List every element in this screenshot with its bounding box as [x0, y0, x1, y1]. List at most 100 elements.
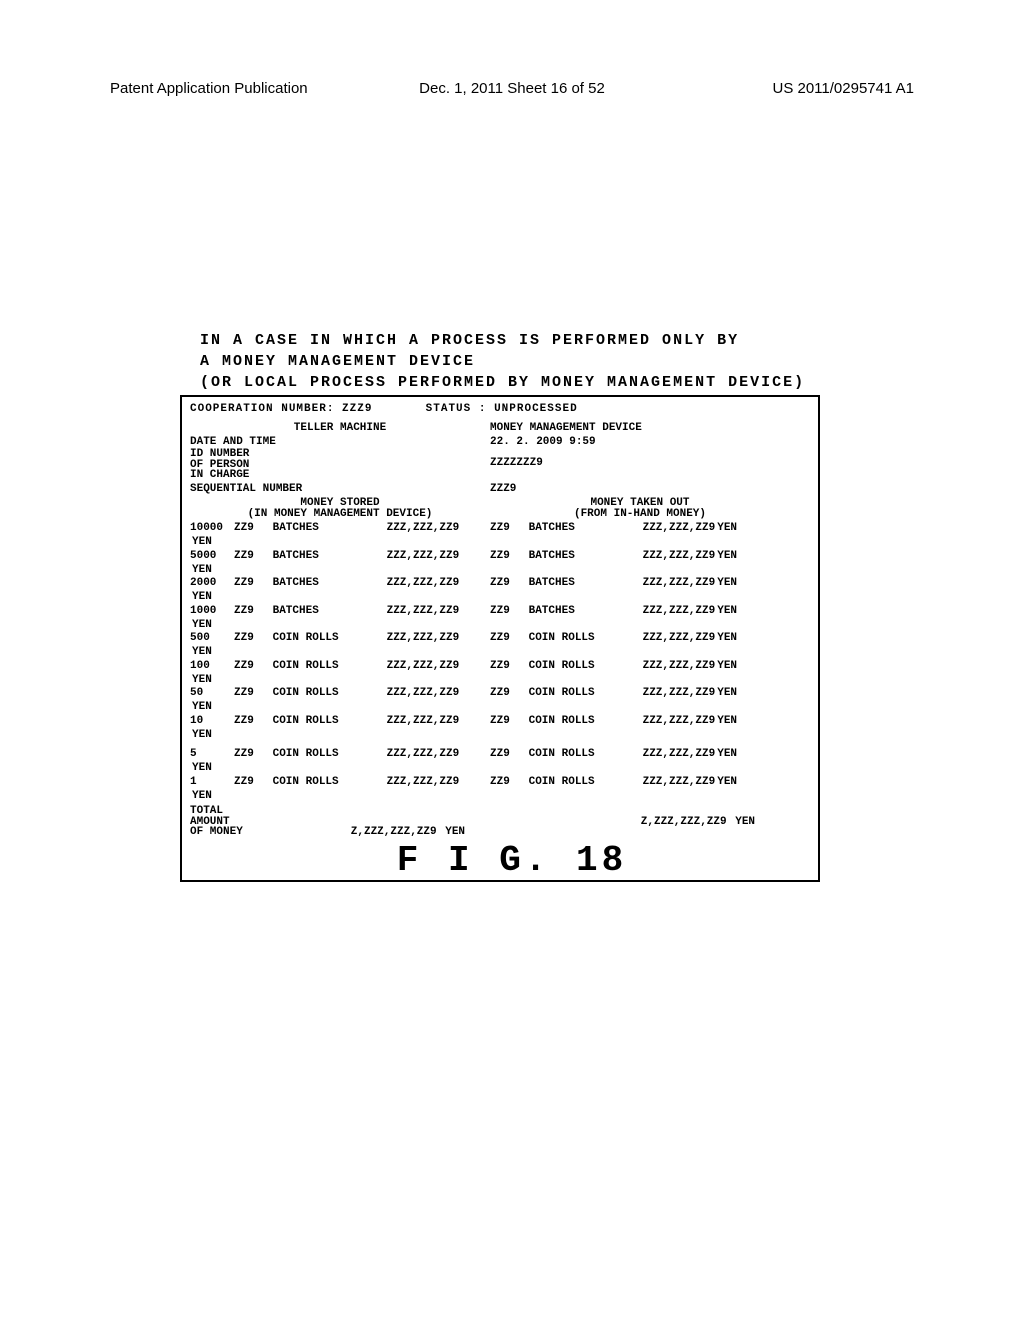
id-value: ZZZZZZZ9 [490, 449, 790, 480]
col-head-left: TELLER MACHINE [190, 422, 490, 436]
unit: COIN ROLLS [529, 632, 599, 646]
unit: BATCHES [273, 550, 343, 564]
qty: ZZ9 [234, 605, 266, 619]
amt: ZZZ,ZZZ,ZZ9 [349, 776, 459, 790]
qty: ZZ9 [490, 776, 522, 790]
amt: ZZZ,ZZZ,ZZ9 [605, 660, 715, 674]
yen: YEN [190, 674, 222, 688]
amt: ZZZ,ZZZ,ZZ9 [349, 550, 459, 564]
qty: ZZ9 [234, 522, 266, 536]
amt: ZZZ,ZZZ,ZZ9 [605, 748, 715, 762]
precaption-line2: A MONEY MANAGEMENT DEVICE [200, 351, 805, 372]
qty: ZZ9 [490, 687, 522, 701]
qty: ZZ9 [234, 632, 266, 646]
precaption-line1: IN A CASE IN WHICH A PROCESS IS PERFORME… [200, 330, 805, 351]
qty: ZZ9 [490, 577, 522, 591]
amt: ZZZ,ZZZ,ZZ9 [605, 715, 715, 729]
amt: ZZZ,ZZZ,ZZ9 [349, 605, 459, 619]
qty: ZZ9 [490, 660, 522, 674]
yen: YEN [190, 790, 222, 804]
denom: 500 [190, 632, 234, 646]
qty: ZZ9 [234, 660, 266, 674]
amt: ZZZ,ZZZ,ZZ9 [605, 687, 715, 701]
amt: ZZZ,ZZZ,ZZ9 [605, 632, 715, 646]
yen: YEN [190, 536, 222, 550]
qty: ZZ9 [490, 748, 522, 762]
denom-row: 5000ZZ9 BATCHES ZZZ,ZZZ,ZZ9YEN ZZ9 BATCH… [190, 550, 810, 578]
qty: ZZ9 [490, 605, 522, 619]
yen: YEN [190, 729, 222, 743]
total-yen-right: YEN [733, 816, 765, 830]
unit: COIN ROLLS [529, 748, 599, 762]
yen: YEN [715, 776, 747, 790]
yen: YEN [715, 605, 747, 619]
denom-table-a: 10000ZZ9 BATCHES ZZZ,ZZZ,ZZ9YEN ZZ9 BATC… [190, 522, 810, 742]
denom-row: 10ZZ9 COIN ROLLS ZZZ,ZZZ,ZZ9YEN ZZ9 COIN… [190, 715, 810, 743]
unit: COIN ROLLS [273, 632, 343, 646]
precaption-line3: (OR LOCAL PROCESS PERFORMED BY MONEY MAN… [200, 372, 805, 393]
unit: COIN ROLLS [273, 715, 343, 729]
seq-value: ZZZ9 [490, 483, 790, 497]
unit: BATCHES [273, 605, 343, 619]
col-head-right: MONEY MANAGEMENT DEVICE [490, 422, 790, 436]
unit: COIN ROLLS [529, 660, 599, 674]
amt: ZZZ,ZZZ,ZZ9 [349, 522, 459, 536]
denom: 2000 [190, 577, 234, 591]
denom-row: 500ZZ9 COIN ROLLS ZZZ,ZZZ,ZZ9YEN ZZ9 COI… [190, 632, 810, 660]
total-l3: OF MONEY [190, 826, 243, 838]
status-value: UNPROCESSED [494, 403, 578, 415]
amt: ZZZ,ZZZ,ZZ9 [349, 577, 459, 591]
unit: BATCHES [529, 550, 599, 564]
seq-label: SEQUENTIAL NUMBER [190, 483, 490, 497]
yen: YEN [715, 748, 747, 762]
yen: YEN [190, 619, 222, 633]
qty: ZZ9 [234, 776, 266, 790]
yen: YEN [715, 577, 747, 591]
denom: 50 [190, 687, 234, 701]
qty: ZZ9 [490, 715, 522, 729]
denom: 10 [190, 715, 234, 729]
denom: 1000 [190, 605, 234, 619]
denom-row: 100ZZ9 COIN ROLLS ZZZ,ZZZ,ZZ9YEN ZZ9 COI… [190, 660, 810, 688]
date-label: DATE AND TIME [190, 436, 490, 450]
total-yen-left: YEN [443, 826, 475, 840]
qty: ZZ9 [234, 687, 266, 701]
report-box: COOPERATION NUMBER: ZZZ9 STATUS : UNPROC… [180, 395, 820, 882]
denom-row: 1000ZZ9 BATCHES ZZZ,ZZZ,ZZ9YEN ZZ9 BATCH… [190, 605, 810, 633]
unit: COIN ROLLS [273, 687, 343, 701]
yen: YEN [715, 715, 747, 729]
unit: BATCHES [273, 522, 343, 536]
qty: ZZ9 [490, 522, 522, 536]
unit: COIN ROLLS [529, 776, 599, 790]
qty: ZZ9 [234, 748, 266, 762]
taken-l2: (FROM IN-HAND MONEY) [490, 509, 790, 520]
yen: YEN [190, 564, 222, 578]
denom-row: 50ZZ9 COIN ROLLS ZZZ,ZZZ,ZZ9YEN ZZ9 COIN… [190, 687, 810, 715]
denom-row: 2000ZZ9 BATCHES ZZZ,ZZZ,ZZ9YEN ZZ9 BATCH… [190, 577, 810, 605]
unit: BATCHES [529, 577, 599, 591]
qty: ZZ9 [490, 550, 522, 564]
amt: ZZZ,ZZZ,ZZ9 [349, 632, 459, 646]
denom-table-b: 5ZZ9 COIN ROLLS ZZZ,ZZZ,ZZ9YEN ZZ9 COIN … [190, 748, 810, 803]
total-amt-left: Z,ZZZ,ZZZ,ZZ9 [267, 826, 437, 840]
denom-row: 5ZZ9 COIN ROLLS ZZZ,ZZZ,ZZ9YEN ZZ9 COIN … [190, 748, 810, 776]
amt: ZZZ,ZZZ,ZZ9 [605, 550, 715, 564]
denom: 10000 [190, 522, 234, 536]
unit: COIN ROLLS [529, 715, 599, 729]
amt: ZZZ,ZZZ,ZZ9 [349, 715, 459, 729]
amt: ZZZ,ZZZ,ZZ9 [605, 577, 715, 591]
amt: ZZZ,ZZZ,ZZ9 [605, 776, 715, 790]
unit: BATCHES [273, 577, 343, 591]
amt: ZZZ,ZZZ,ZZ9 [349, 687, 459, 701]
denom: 5000 [190, 550, 234, 564]
date-value: 22. 2. 2009 9:59 [490, 436, 790, 450]
figure-label: F I G. 18 [0, 840, 1024, 881]
amt: ZZZ,ZZZ,ZZ9 [605, 522, 715, 536]
yen: YEN [190, 591, 222, 605]
amt: ZZZ,ZZZ,ZZ9 [605, 605, 715, 619]
qty: ZZ9 [234, 715, 266, 729]
amt: ZZZ,ZZZ,ZZ9 [349, 748, 459, 762]
amt: ZZZ,ZZZ,ZZ9 [349, 660, 459, 674]
yen: YEN [190, 646, 222, 660]
status-label: STATUS : [426, 403, 487, 415]
